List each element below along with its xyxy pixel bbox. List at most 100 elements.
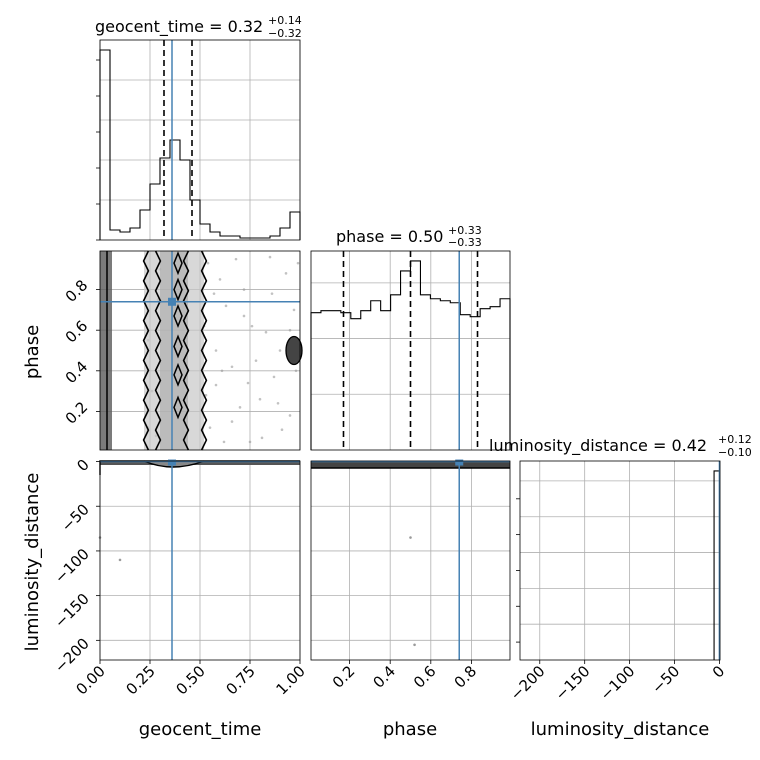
- axes-frame: [99, 250, 301, 451]
- contour-line: [142, 250, 150, 451]
- contour-island: [173, 362, 183, 387]
- y-ticklabel-luminosity-distance: −50: [58, 500, 93, 535]
- ylabel-luminosity-distance: luminosity_distance: [22, 473, 43, 652]
- sample-point: [242, 288, 246, 291]
- x-ticklabel-luminosity-distance: −200: [507, 662, 549, 704]
- x-ticklabel-geocent-time: 0.50: [172, 662, 208, 698]
- contour-blob: [285, 335, 303, 366]
- sample-point: [272, 375, 276, 379]
- sample-point: [276, 401, 280, 405]
- sample-point: [222, 440, 226, 444]
- contour-island: [173, 334, 183, 359]
- axes-frame: [99, 460, 301, 661]
- sample-point: [268, 255, 272, 259]
- panel-phase-vs-distance: 0.2 0.4 0.6 0.8: [310, 459, 511, 692]
- sample-point: [220, 369, 224, 373]
- sample-point: [264, 330, 268, 334]
- title-phase: phase = 0.50: [336, 227, 443, 246]
- y-ticklabel-luminosity-distance: 0: [73, 456, 92, 475]
- sample-point: [278, 349, 282, 352]
- title-luminosity-distance-plus: +0.12: [718, 433, 752, 446]
- contour-island: [173, 251, 183, 276]
- panel-hist-geocent-time: [96, 39, 301, 241]
- sample-point: [218, 278, 222, 281]
- sample-point: [254, 359, 258, 362]
- title-phase-minus: −0.33: [448, 236, 482, 249]
- ylabel-phase: phase: [22, 325, 43, 379]
- sample-point: [234, 257, 238, 261]
- x-ticklabel-luminosity-distance: 0: [709, 662, 728, 681]
- sample-point: [224, 304, 228, 308]
- axes-frame: [519, 460, 721, 661]
- contour-island: [173, 303, 183, 328]
- y-ticklabel-phase: 0.6: [62, 317, 92, 347]
- contour-line: [182, 250, 190, 451]
- sample-point: [250, 324, 254, 328]
- xlabel-phase: phase: [383, 719, 437, 740]
- truth-marker: [168, 459, 176, 466]
- sample-point: [238, 406, 242, 409]
- truth-marker: [168, 297, 176, 306]
- sample-point: [409, 536, 412, 539]
- x-ticklabel-geocent-time: 1.00: [272, 662, 308, 698]
- title-geocent-time: geocent_time = 0.32: [95, 17, 263, 37]
- sample-point: [270, 292, 274, 295]
- panel-time-vs-phase: 0.2 0.4 0.6 0.8: [62, 250, 303, 451]
- contour-island: [173, 277, 183, 302]
- y-ticklabel-phase: 0.4: [62, 357, 92, 387]
- x-ticklabel-phase: 0.6: [410, 662, 440, 692]
- sample-point: [246, 381, 250, 385]
- sample-point: [258, 397, 262, 401]
- hist-luminosity-distance: [713, 470, 721, 660]
- sample-point: [280, 428, 284, 431]
- axes-frame: [310, 250, 511, 451]
- contour-line: [154, 250, 162, 451]
- panel-hist-luminosity-distance: −200 −150 −100 −50 0: [507, 460, 728, 704]
- sample-point: [260, 436, 264, 440]
- axes-frame: [310, 460, 511, 661]
- y-ticklabel-phase: 0.8: [62, 276, 92, 306]
- sample-point: [212, 292, 216, 295]
- sample-point: [242, 314, 246, 318]
- x-ticklabel-geocent-time: 0.00: [72, 662, 108, 698]
- sample-point: [294, 369, 298, 373]
- sample-point: [292, 308, 296, 312]
- title-phase-plus: +0.33: [448, 224, 482, 237]
- sample-point: [230, 365, 234, 369]
- contour-island: [173, 395, 183, 420]
- density-band-edge: [100, 251, 112, 450]
- truth-marker: [455, 459, 464, 466]
- sample-point: [248, 440, 252, 444]
- x-ticklabel-luminosity-distance: −150: [552, 662, 594, 704]
- x-ticklabel-geocent-time: 0.75: [222, 662, 258, 698]
- sample-point: [296, 261, 300, 265]
- sample-point: [288, 328, 292, 332]
- x-ticklabel-phase: 0.2: [329, 662, 359, 692]
- hist-phase: [310, 260, 511, 450]
- sample-point: [118, 558, 122, 562]
- title-geocent-time-plus: +0.14: [268, 14, 302, 27]
- xlabel-luminosity-distance: luminosity_distance: [531, 719, 710, 740]
- panel-time-vs-distance: −200−150−100 −50 0 0.00 0.25 0.50 0.75 1.00: [51, 456, 309, 699]
- sample-point: [214, 349, 218, 352]
- x-ticklabel-geocent-time: 0.25: [122, 662, 158, 698]
- title-geocent-time-minus: −0.32: [268, 27, 302, 40]
- y-ticklabel-phase: 0.2: [62, 398, 92, 428]
- sample-point: [288, 414, 292, 417]
- contour-line: [200, 250, 208, 451]
- density-band-top: [311, 461, 510, 468]
- sample-point: [413, 643, 416, 647]
- y-ticklabel-luminosity-distance: −150: [51, 590, 93, 632]
- x-ticklabel-luminosity-distance: −100: [597, 662, 639, 704]
- sample-point: [204, 393, 208, 397]
- x-ticklabel-phase: 0.4: [369, 662, 399, 692]
- x-ticklabel-luminosity-distance: −50: [648, 662, 683, 697]
- y-ticklabel-luminosity-distance: −200: [51, 634, 93, 676]
- sample-point: [284, 272, 288, 275]
- sample-point: [206, 261, 210, 265]
- axes-frame: [99, 39, 301, 241]
- panel-hist-phase: [310, 250, 511, 451]
- density-band-inner: [160, 251, 188, 450]
- y-ticklabel-luminosity-distance: −100: [51, 545, 93, 587]
